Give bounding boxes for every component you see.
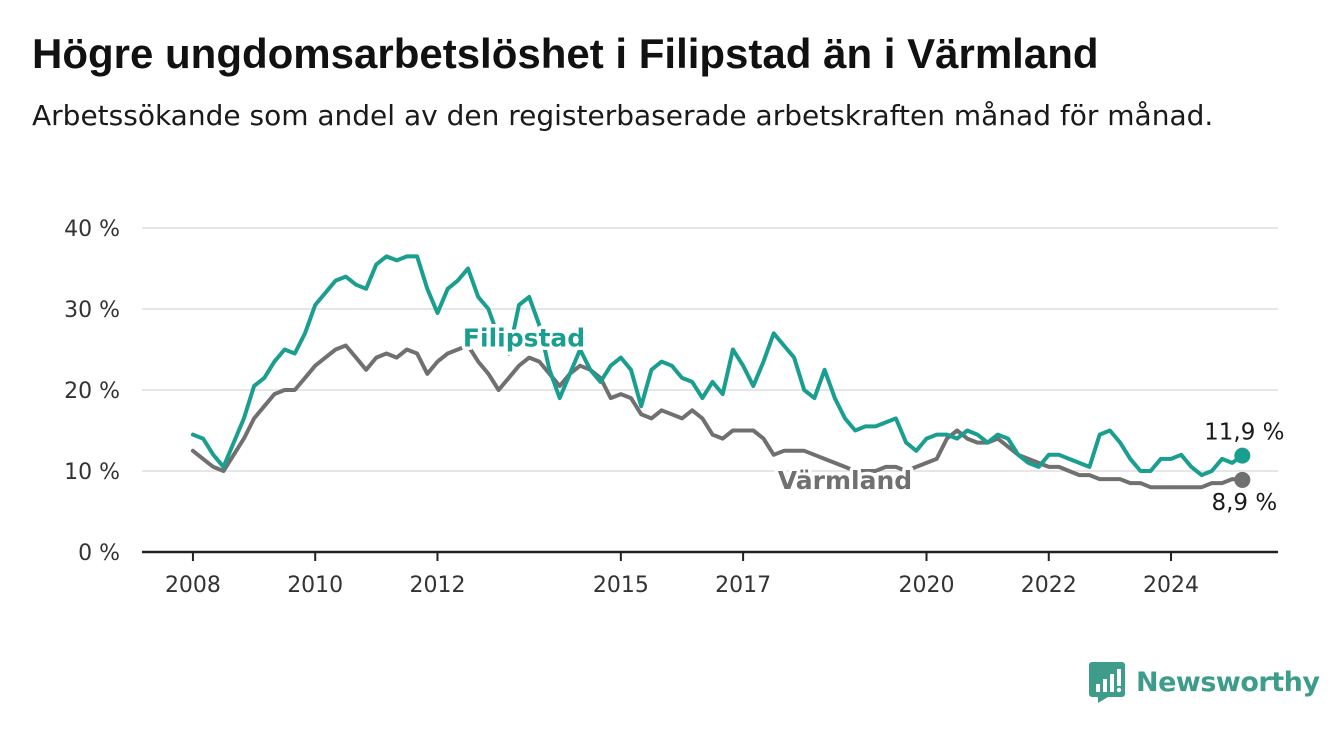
- x-tick-label: 2024: [1143, 573, 1199, 598]
- x-tick-label: 2017: [715, 573, 771, 598]
- y-tick-label: 10 %: [64, 460, 120, 485]
- x-tick-label: 2010: [287, 573, 343, 598]
- end-marker-filipstad: [1234, 447, 1251, 464]
- x-tick-label: 2022: [1021, 573, 1077, 598]
- brand-name: Newsworthy: [1136, 666, 1320, 698]
- series-line-filipstad: [190, 254, 1245, 478]
- newsworthy-logo-icon: [1089, 662, 1125, 703]
- y-tick-label: 30 %: [64, 298, 120, 323]
- x-tick-label: 2008: [165, 573, 221, 598]
- x-tick-label: 2015: [593, 573, 649, 598]
- chart-title: Högre ungdomsarbetslöshet i Filipstad än…: [32, 30, 1099, 77]
- x-tick-label: 2020: [899, 573, 955, 598]
- end-label-filipstad: 11,9 %: [1204, 420, 1284, 446]
- x-tick-label: 2012: [409, 573, 465, 598]
- y-tick-label: 40 %: [64, 217, 120, 242]
- y-tick-label: 0 %: [78, 541, 120, 566]
- end-marker-varmland: [1234, 471, 1251, 488]
- end-label-varmland: 8,9 %: [1211, 490, 1277, 516]
- series-line-varmland: [190, 343, 1245, 490]
- brand: Newsworthy: [1088, 660, 1320, 704]
- chart-subtitle: Arbetssökande som andel av den registerb…: [32, 99, 1214, 132]
- series-label-filipstad: Filipstad: [463, 323, 585, 352]
- series-label-varmland: Värmland: [778, 466, 912, 495]
- y-tick-label: 20 %: [64, 379, 120, 404]
